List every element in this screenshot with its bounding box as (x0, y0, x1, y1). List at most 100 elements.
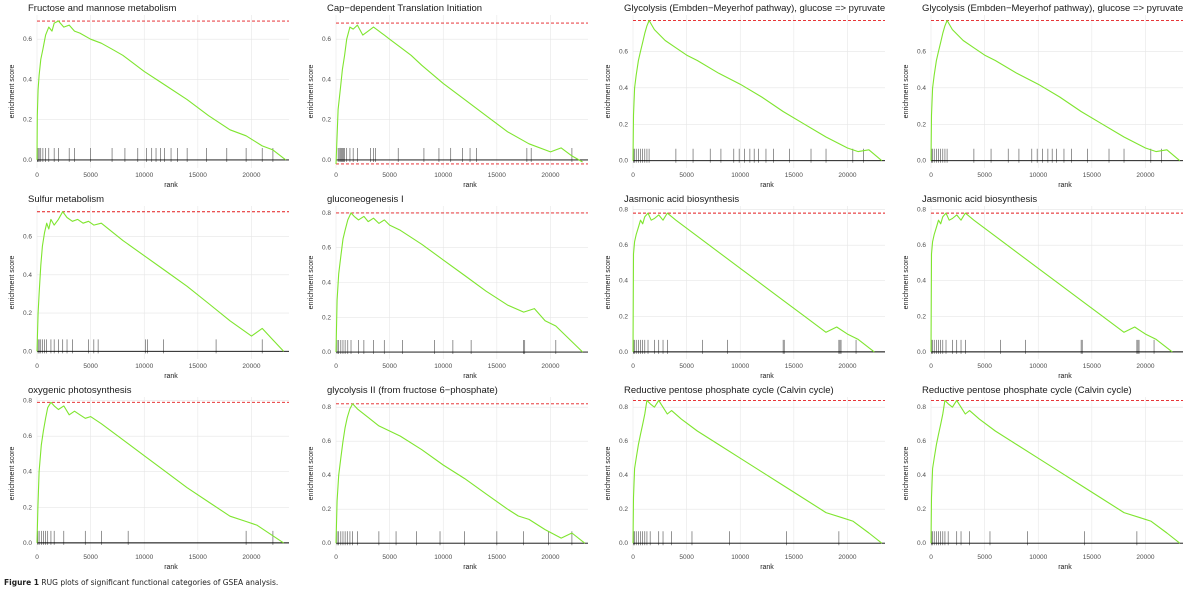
y-tick-label: 0.2 (322, 117, 331, 124)
y-axis-label: enrichment score (605, 256, 612, 310)
gsea-panel: 0.0 0.2 0.4 0.6 0.8 0 5000 10000 15000 20000 rank e… (299, 382, 597, 574)
y-tick-label: 0.4 (322, 280, 331, 287)
enrichment-curve (930, 399, 1181, 544)
x-tick-label: 10000 (434, 172, 452, 179)
y-tick-label: 0.2 (619, 313, 628, 320)
y-tick-label: 0.6 (322, 36, 331, 43)
y-axis-label: enrichment score (903, 65, 910, 119)
y-tick-label: 0.8 (322, 404, 331, 411)
enrichment-curve (632, 212, 875, 353)
x-tick-label: 5000 (977, 363, 992, 370)
y-tick-label: 0.0 (23, 157, 32, 164)
x-tick-label: 5000 (977, 172, 992, 179)
gsea-plot: 0.0 0.2 0.4 0.6 0 5000 10000 15000 20000 rank enri… (903, 3, 1183, 189)
figure-caption: Figure 1 RUG plots of significant functi… (4, 578, 278, 587)
x-tick-label: 0 (631, 363, 635, 370)
y-tick-label: 0.4 (23, 272, 32, 279)
gsea-panel: 0.0 0.2 0.4 0.6 0.8 0 5000 10000 15000 20000 rank e… (894, 191, 1192, 383)
y-tick-label: 0.4 (619, 278, 628, 285)
x-tick-label: 10000 (135, 363, 153, 370)
x-tick-label: 15000 (1083, 363, 1101, 370)
x-axis-label: rank (1058, 564, 1072, 571)
y-tick-label: 0.4 (322, 76, 331, 83)
x-axis-label: rank (760, 373, 774, 380)
x-tick-label: 0 (35, 172, 39, 179)
gsea-plot: 0.0 0.2 0.4 0.6 0 5000 10000 15000 20000 rank enri… (9, 194, 289, 380)
x-tick-label: 0 (929, 554, 933, 561)
y-axis-label: enrichment score (308, 65, 315, 119)
enrichment-curve (930, 212, 1173, 353)
gsea-panel: 0.0 0.2 0.4 0.6 0.8 0 5000 10000 15000 20000 rank e… (0, 382, 298, 574)
y-tick-label: 0.0 (619, 349, 628, 356)
enrichment-curve (36, 20, 287, 161)
x-tick-label: 5000 (679, 554, 694, 561)
gsea-panel: 0.0 0.2 0.4 0.6 0 5000 10000 15000 20000 rank enri… (0, 191, 298, 383)
enrichment-curve (36, 211, 285, 352)
x-tick-label: 0 (35, 363, 39, 370)
caption-text: RUG plots of significant functional cate… (41, 578, 279, 587)
x-tick-label: 5000 (83, 554, 98, 561)
panel-title: oxygenic photosynthesis (28, 385, 132, 396)
y-tick-label: 0.2 (322, 314, 331, 321)
x-tick-label: 10000 (731, 554, 749, 561)
x-tick-label: 0 (929, 363, 933, 370)
y-tick-label: 0.0 (619, 158, 628, 165)
y-tick-label: 0.6 (619, 438, 628, 445)
x-tick-label: 15000 (1083, 172, 1101, 179)
x-tick-label: 0 (929, 172, 933, 179)
x-tick-label: 10000 (434, 363, 452, 370)
x-tick-label: 15000 (785, 363, 803, 370)
y-tick-label: 0.0 (322, 540, 331, 547)
gsea-plot: 0.0 0.2 0.4 0.6 0 5000 10000 15000 20000 rank enri… (605, 3, 885, 189)
x-tick-label: 15000 (1083, 554, 1101, 561)
x-tick-label: 20000 (838, 554, 856, 561)
y-tick-label: 0.2 (917, 121, 926, 128)
enrichment-curve (335, 403, 586, 544)
x-tick-label: 15000 (189, 363, 207, 370)
y-tick-label: 0.4 (917, 85, 926, 92)
x-tick-label: 15000 (785, 554, 803, 561)
x-tick-label: 0 (631, 554, 635, 561)
enrichment-curve (632, 19, 883, 162)
y-tick-label: 0.0 (23, 348, 32, 355)
x-axis-label: rank (164, 182, 178, 189)
y-tick-label: 0.0 (322, 157, 331, 164)
gsea-plot: 0.0 0.2 0.4 0.6 0.8 0 5000 10000 15000 20000 rank e… (308, 194, 588, 380)
panel-title: Reductive pentose phosphate cycle (Calvi… (922, 385, 1132, 396)
y-tick-label: 0.6 (322, 245, 331, 252)
gsea-plot: 0.0 0.2 0.4 0.6 0.8 0 5000 10000 15000 20000 rank e… (605, 385, 885, 571)
x-tick-label: 15000 (785, 172, 803, 179)
x-tick-label: 10000 (1029, 172, 1047, 179)
x-tick-label: 10000 (135, 554, 153, 561)
x-axis-label: rank (1058, 182, 1072, 189)
panel-title: Cap−dependent Translation Initiation (327, 3, 482, 14)
x-tick-label: 10000 (731, 172, 749, 179)
x-tick-label: 20000 (242, 172, 260, 179)
gsea-plot: 0.0 0.2 0.4 0.6 0.8 0 5000 10000 15000 20000 rank e… (9, 385, 289, 571)
y-axis-label: enrichment score (903, 447, 910, 501)
x-tick-label: 10000 (1029, 554, 1047, 561)
y-tick-label: 0.0 (619, 540, 628, 547)
y-tick-label: 0.2 (23, 504, 32, 511)
panel-title: Jasmonic acid biosynthesis (624, 194, 739, 205)
x-tick-label: 15000 (488, 363, 506, 370)
x-axis-label: rank (463, 373, 477, 380)
enrichment-curve (632, 399, 883, 544)
y-tick-label: 0.8 (23, 398, 32, 405)
x-tick-label: 15000 (189, 554, 207, 561)
x-tick-label: 10000 (434, 554, 452, 561)
y-tick-label: 0.6 (23, 36, 32, 43)
y-tick-label: 0.2 (23, 310, 32, 317)
y-tick-label: 0.2 (917, 506, 926, 513)
x-axis-label: rank (760, 564, 774, 571)
panel-title: Glycolysis (Embden−Meyerhof pathway), gl… (624, 3, 885, 14)
y-tick-label: 0.0 (322, 349, 331, 356)
gsea-panel: 0.0 0.2 0.4 0.6 0.8 0 5000 10000 15000 20000 rank e… (596, 191, 894, 383)
y-tick-label: 0.2 (619, 121, 628, 128)
panel-title: Jasmonic acid biosynthesis (922, 194, 1037, 205)
panel-title: Fructose and mannose metabolism (28, 3, 176, 14)
y-axis-label: enrichment score (9, 65, 16, 119)
y-tick-label: 0.0 (23, 540, 32, 547)
y-axis-label: enrichment score (903, 256, 910, 310)
